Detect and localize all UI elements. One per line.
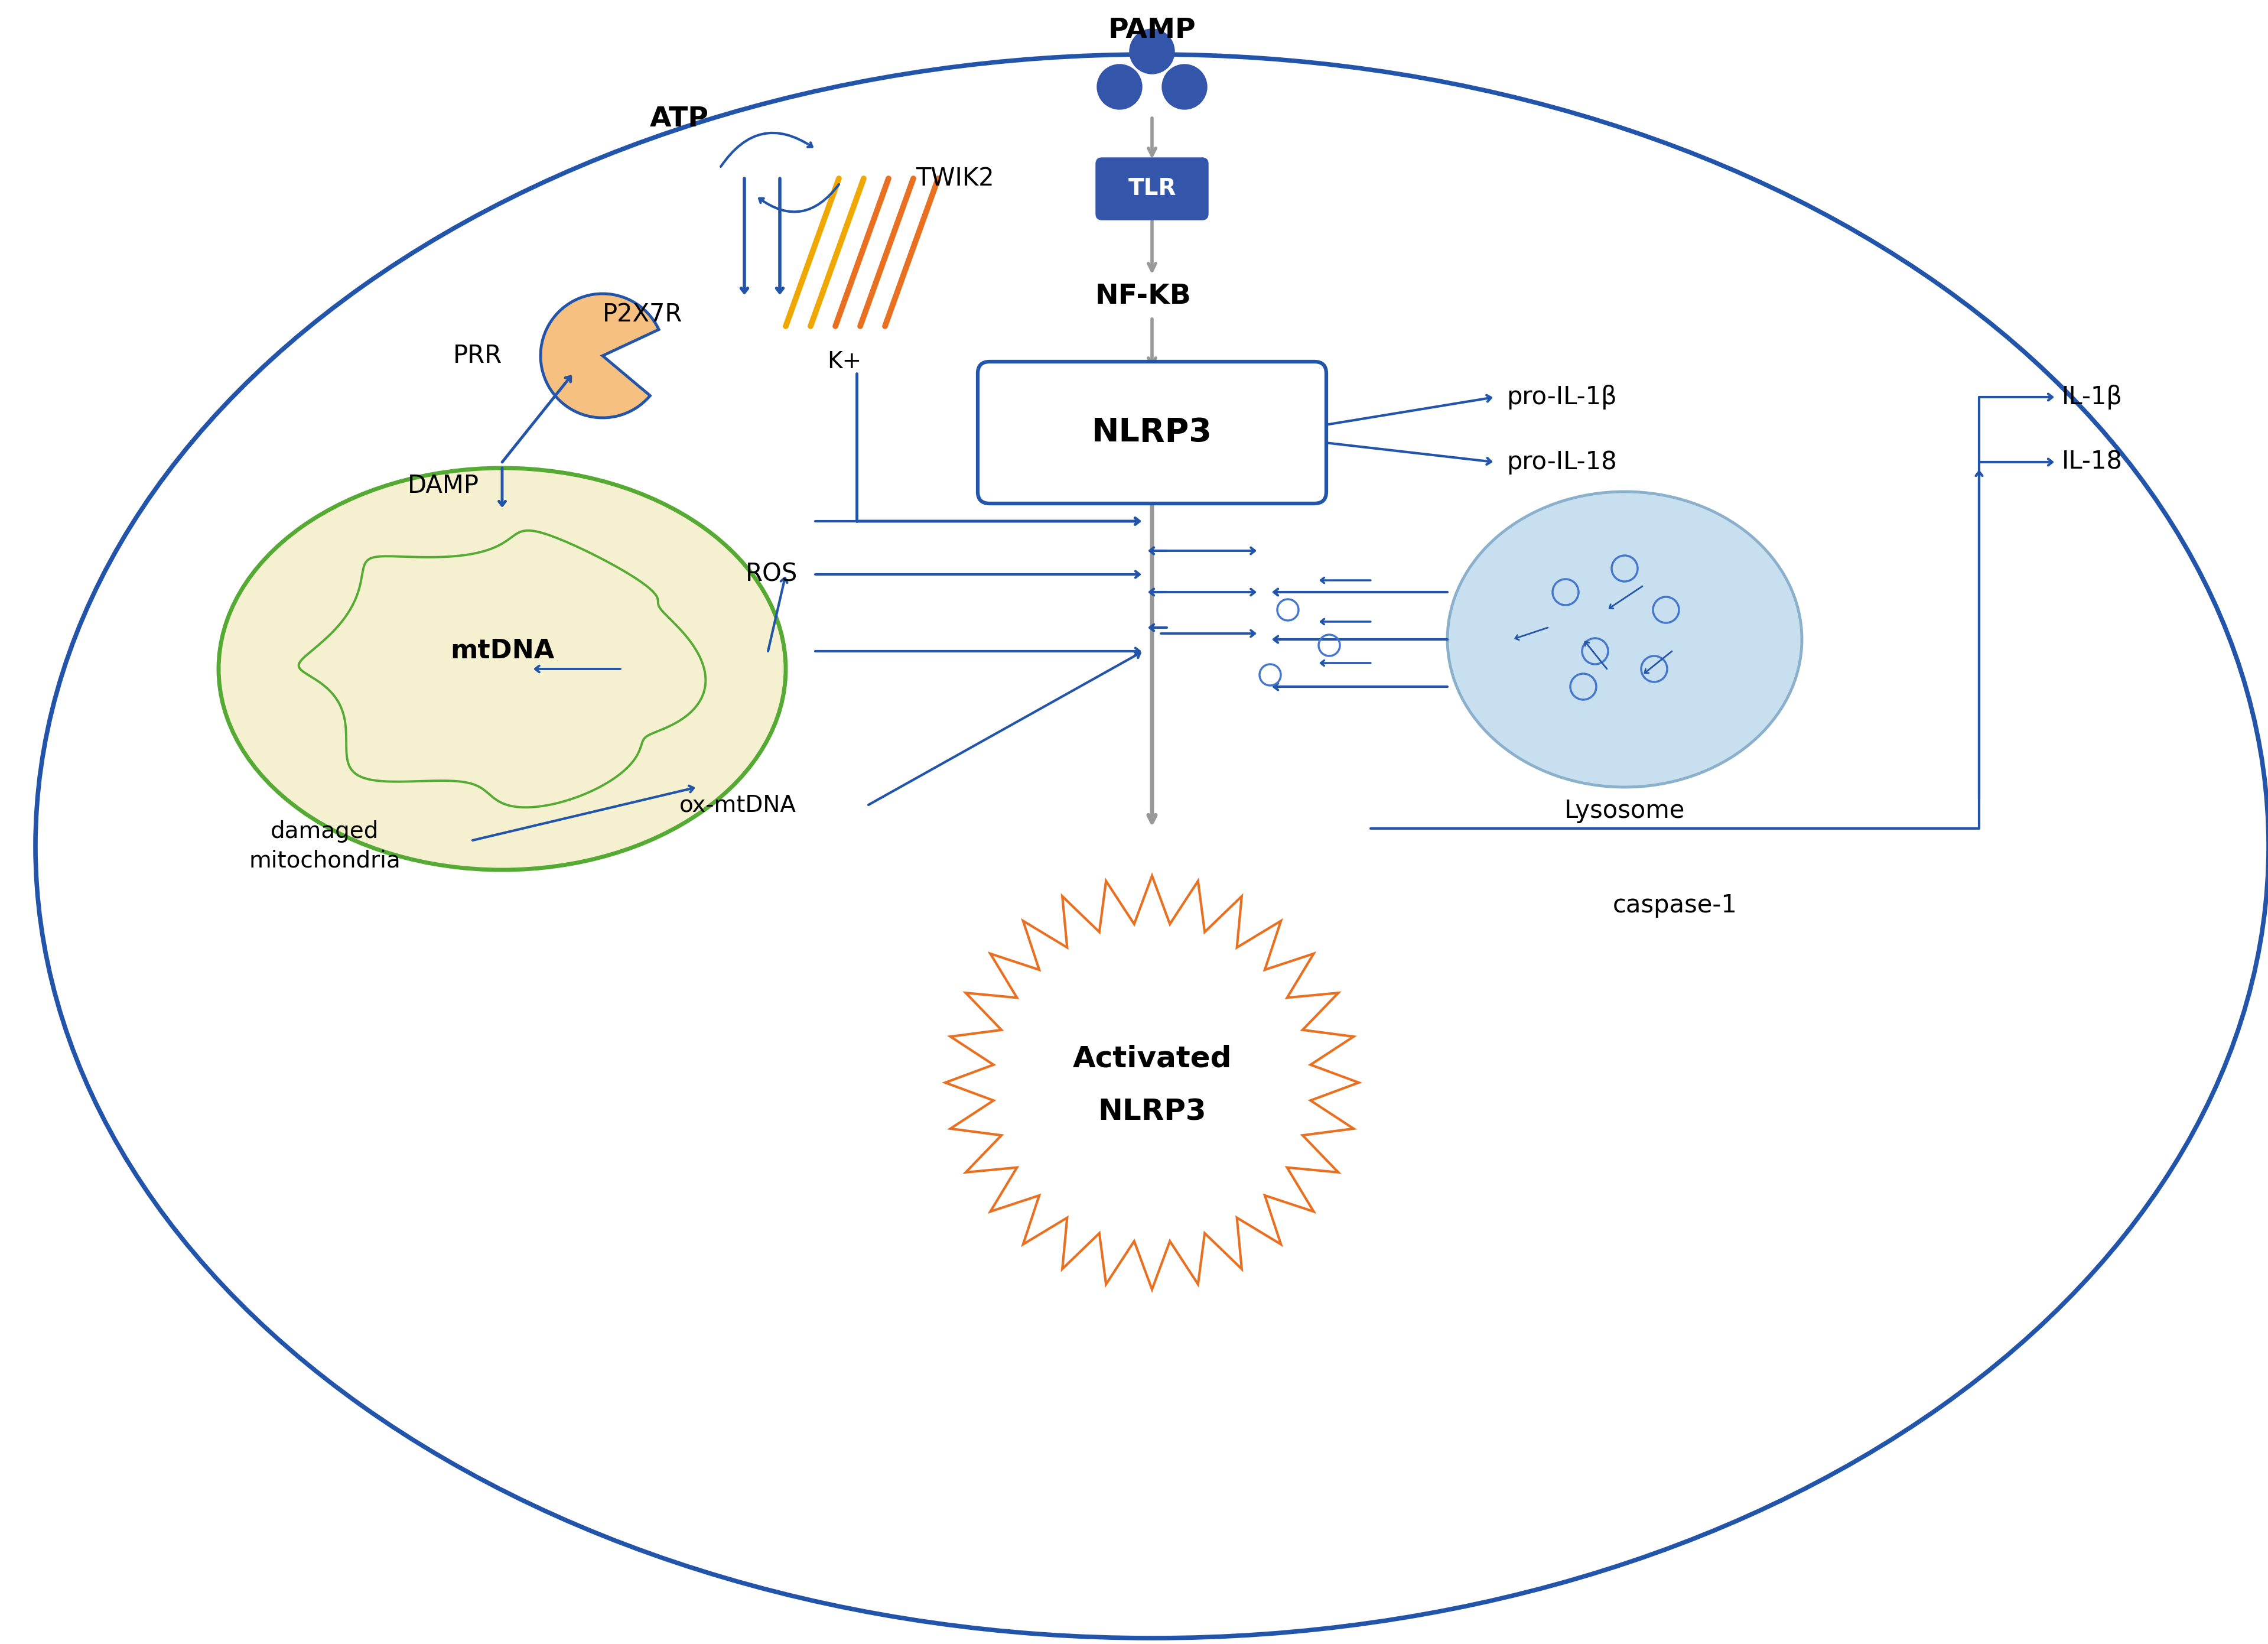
FancyArrowPatch shape — [1320, 618, 1370, 625]
FancyArrowPatch shape — [1610, 587, 1642, 608]
Text: NLRP3: NLRP3 — [1098, 1098, 1207, 1126]
Text: Activated: Activated — [1073, 1046, 1232, 1074]
FancyBboxPatch shape — [978, 362, 1327, 503]
Text: NF-KB: NF-KB — [1095, 283, 1191, 311]
Text: IL-1β: IL-1β — [2062, 385, 2123, 409]
FancyArrowPatch shape — [1275, 589, 1447, 595]
Wedge shape — [540, 294, 658, 418]
Text: mtDNA: mtDNA — [449, 638, 553, 664]
FancyArrowPatch shape — [857, 518, 1139, 524]
FancyArrowPatch shape — [501, 376, 572, 462]
FancyArrowPatch shape — [1161, 630, 1254, 636]
Text: IL-18: IL-18 — [2062, 450, 2123, 475]
FancyArrowPatch shape — [742, 179, 748, 293]
FancyArrowPatch shape — [472, 786, 694, 840]
FancyArrowPatch shape — [760, 184, 839, 212]
FancyArrowPatch shape — [814, 518, 1139, 524]
Text: PRR: PRR — [454, 344, 501, 368]
Text: K+: K+ — [828, 350, 862, 373]
FancyArrowPatch shape — [499, 469, 506, 505]
FancyArrowPatch shape — [1980, 459, 2053, 465]
Text: damaged
mitochondria: damaged mitochondria — [249, 820, 401, 873]
Text: NLRP3: NLRP3 — [1091, 416, 1211, 449]
FancyArrowPatch shape — [1150, 547, 1166, 554]
FancyArrowPatch shape — [1320, 661, 1370, 666]
FancyArrowPatch shape — [769, 579, 787, 651]
Text: pro-IL-1β: pro-IL-1β — [1506, 385, 1617, 409]
FancyArrowPatch shape — [869, 653, 1141, 806]
Circle shape — [1098, 64, 1143, 109]
Ellipse shape — [1447, 492, 1801, 787]
FancyArrowPatch shape — [1150, 625, 1166, 631]
FancyArrowPatch shape — [814, 570, 1139, 577]
Text: DAMP: DAMP — [408, 473, 479, 498]
Circle shape — [1161, 64, 1207, 109]
FancyArrowPatch shape — [1275, 684, 1447, 690]
Text: P2X7R: P2X7R — [603, 302, 683, 327]
FancyArrowPatch shape — [1275, 636, 1447, 643]
FancyArrowPatch shape — [1315, 395, 1490, 427]
Polygon shape — [946, 876, 1359, 1289]
FancyArrowPatch shape — [1644, 651, 1672, 672]
FancyArrowPatch shape — [535, 666, 621, 672]
Text: ox-mtDNA: ox-mtDNA — [680, 794, 796, 815]
FancyArrowPatch shape — [1161, 589, 1254, 595]
FancyArrowPatch shape — [1975, 472, 1982, 799]
Circle shape — [1129, 30, 1175, 74]
Text: pro-IL-18: pro-IL-18 — [1506, 450, 1617, 475]
FancyBboxPatch shape — [1095, 158, 1209, 220]
Text: ROS: ROS — [746, 562, 798, 587]
Text: TWIK2: TWIK2 — [916, 166, 993, 191]
FancyArrowPatch shape — [1515, 628, 1547, 640]
Text: PAMP: PAMP — [1109, 18, 1195, 44]
Text: TLR: TLR — [1127, 178, 1177, 201]
FancyArrowPatch shape — [776, 179, 782, 293]
FancyArrowPatch shape — [814, 648, 1139, 654]
Text: ATP: ATP — [651, 107, 710, 133]
FancyArrowPatch shape — [1585, 641, 1608, 669]
FancyArrowPatch shape — [1150, 589, 1166, 595]
FancyArrowPatch shape — [1161, 547, 1254, 554]
Ellipse shape — [218, 469, 785, 870]
FancyArrowPatch shape — [1315, 442, 1490, 465]
FancyArrowPatch shape — [721, 133, 812, 166]
Text: caspase-1: caspase-1 — [1613, 893, 1737, 917]
FancyArrowPatch shape — [1320, 577, 1370, 584]
FancyArrowPatch shape — [1980, 395, 2053, 401]
Text: Lysosome: Lysosome — [1565, 799, 1685, 824]
